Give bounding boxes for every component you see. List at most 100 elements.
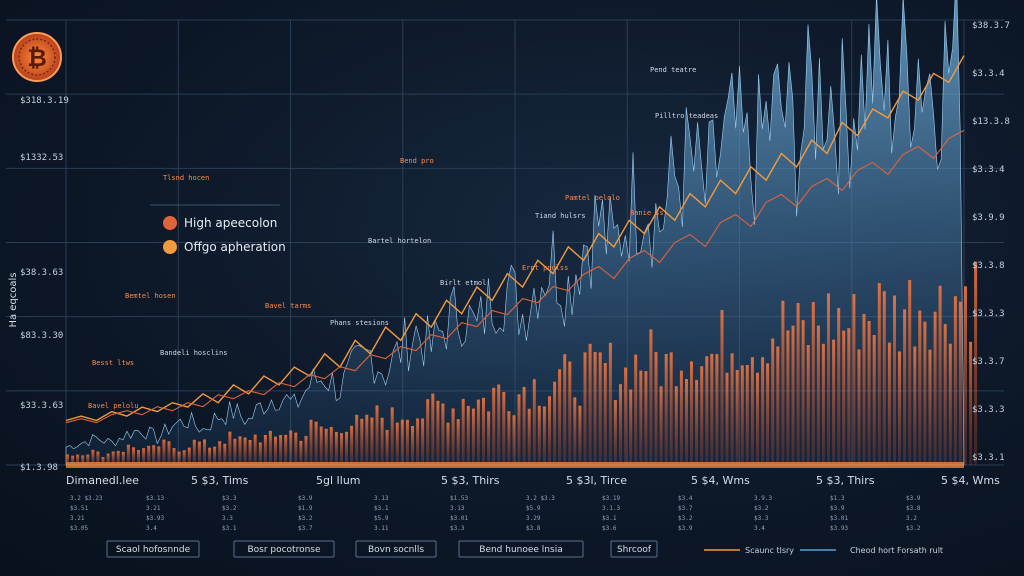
orange-bar xyxy=(740,365,744,465)
table-cell: 3.2 xyxy=(906,515,917,522)
orange-bar xyxy=(223,443,227,465)
footer-button[interactable]: Bosr pocotronse xyxy=(233,540,335,558)
orange-bar xyxy=(106,453,110,465)
table-cell: $3.51 xyxy=(70,505,88,512)
orange-bar xyxy=(730,353,734,465)
orange-bar xyxy=(903,309,907,465)
orange-bar xyxy=(969,341,973,465)
table-cell: $3.9 xyxy=(830,505,845,512)
orange-bar xyxy=(837,308,841,465)
footer-button[interactable]: Scaol hofosnnde xyxy=(106,540,200,558)
orange-bar xyxy=(157,446,161,465)
table-cell: $3.8 xyxy=(906,505,921,512)
orange-bar xyxy=(685,379,688,465)
y-tick-left: $83.3.30 xyxy=(20,331,63,341)
orange-bar xyxy=(603,363,607,465)
orange-bar xyxy=(512,415,516,465)
annotation-orange: Tlsnd hocen xyxy=(163,174,209,182)
table-cell: 3.1.3 xyxy=(602,505,620,512)
orange-bar xyxy=(776,346,780,465)
footer-legend-2: Cheod hort Forsath rult xyxy=(850,546,943,555)
orange-bar xyxy=(299,440,303,465)
orange-bar xyxy=(918,310,922,465)
orange-bar xyxy=(360,418,364,465)
table-cell: $3.19 xyxy=(602,495,620,502)
orange-bar xyxy=(96,451,100,465)
orange-bar xyxy=(411,426,414,465)
orange-bar xyxy=(588,343,592,465)
orange-bar xyxy=(203,439,206,465)
orange-bar xyxy=(943,324,947,465)
series-line-high xyxy=(65,129,965,424)
y-tick-left: $33.3.63 xyxy=(20,401,63,411)
orange-bar xyxy=(953,296,957,465)
table-cell: $3.7 xyxy=(298,525,313,532)
orange-bar xyxy=(766,363,770,465)
orange-bar xyxy=(309,419,313,465)
orange-bar xyxy=(319,426,323,465)
orange-bar xyxy=(91,449,95,465)
orange-bar xyxy=(248,440,252,465)
x-axis: Dimanedl.lee 5 $3, Tims 5gl Ilum 5 $3, Thir… xyxy=(66,474,1000,487)
table-cell: $1.9 xyxy=(298,505,313,512)
orange-bar xyxy=(761,357,765,465)
annotation-white: Phans stesions xyxy=(330,319,389,327)
table-cell: $5.9 xyxy=(374,515,389,522)
bitcoin-logo: ₿ xyxy=(12,32,62,82)
table-cell: 3.2 $3.23 xyxy=(70,495,103,502)
orange-bar xyxy=(634,354,638,465)
orange-bar xyxy=(365,414,369,465)
table-cell: 3.2 $3.3 xyxy=(526,495,555,502)
y-tick-left: $318.3.19 xyxy=(20,96,69,106)
y-tick-left: $1.3.98 xyxy=(20,463,58,473)
table-cell: $3.3 xyxy=(754,515,769,522)
orange-bar xyxy=(948,343,952,465)
y-tick-left: $38.3.63 xyxy=(20,268,63,278)
orange-bar xyxy=(137,450,140,465)
orange-bar xyxy=(172,448,176,465)
table-cell: $3.2 xyxy=(906,525,921,532)
table-cell: 3.21 xyxy=(146,505,161,512)
table-cell: 3.11 xyxy=(374,525,389,532)
orange-bar xyxy=(553,381,557,465)
legend-swatch-1 xyxy=(163,216,177,230)
orange-bar xyxy=(573,397,577,465)
orange-bar xyxy=(674,386,678,465)
orange-bar xyxy=(197,441,201,465)
y-tick-right: $3.3.4 xyxy=(972,165,1005,175)
table-cell: $5.9 xyxy=(526,505,541,512)
footer-button[interactable]: Bend hunoee lnsia xyxy=(458,540,584,558)
footer-button[interactable]: Shrcoof xyxy=(610,540,658,558)
orange-bar xyxy=(355,414,359,465)
orange-bar xyxy=(522,386,526,465)
legend-swatch-2 xyxy=(163,240,177,254)
orange-bar xyxy=(502,392,506,465)
orange-bar xyxy=(619,384,622,465)
orange-bar xyxy=(537,405,541,465)
orange-bar xyxy=(578,405,582,465)
orange-bar xyxy=(268,430,272,465)
table-cell: $1.53 xyxy=(450,495,468,502)
orange-bar xyxy=(629,389,633,465)
orange-bar xyxy=(233,438,237,465)
orange-bar xyxy=(132,447,135,465)
orange-bar xyxy=(492,387,496,465)
orange-bar xyxy=(624,367,628,465)
y-axis-right: $38.3.7 $3.3.4 $13.3.8 $3.3.4 $3.9.9 $3.3.8 $3… xyxy=(972,21,1010,463)
orange-bar xyxy=(877,283,881,465)
orange-bar xyxy=(842,330,846,465)
table-cell: $3.3 xyxy=(450,525,465,532)
y-tick-right: $38.3.7 xyxy=(972,21,1010,31)
x-tick: 5 $3, Tims xyxy=(191,474,249,487)
footer-buttons: Scaol hofosnnde Bosr pocotronse Bovn socnl… xyxy=(106,540,658,558)
footer-button[interactable]: Bovn socnlls xyxy=(355,540,437,558)
orange-bar xyxy=(213,446,217,465)
table-cell: 3.13 xyxy=(450,505,465,512)
orange-bar xyxy=(568,361,572,465)
orange-bar xyxy=(324,428,328,465)
orange-bar xyxy=(76,454,80,465)
annotation-orange: Pamtel pelolo xyxy=(565,194,620,202)
orange-bar xyxy=(827,293,830,465)
orange-bar xyxy=(385,429,389,465)
annotation-orange: Ernt pnolss xyxy=(522,264,568,272)
